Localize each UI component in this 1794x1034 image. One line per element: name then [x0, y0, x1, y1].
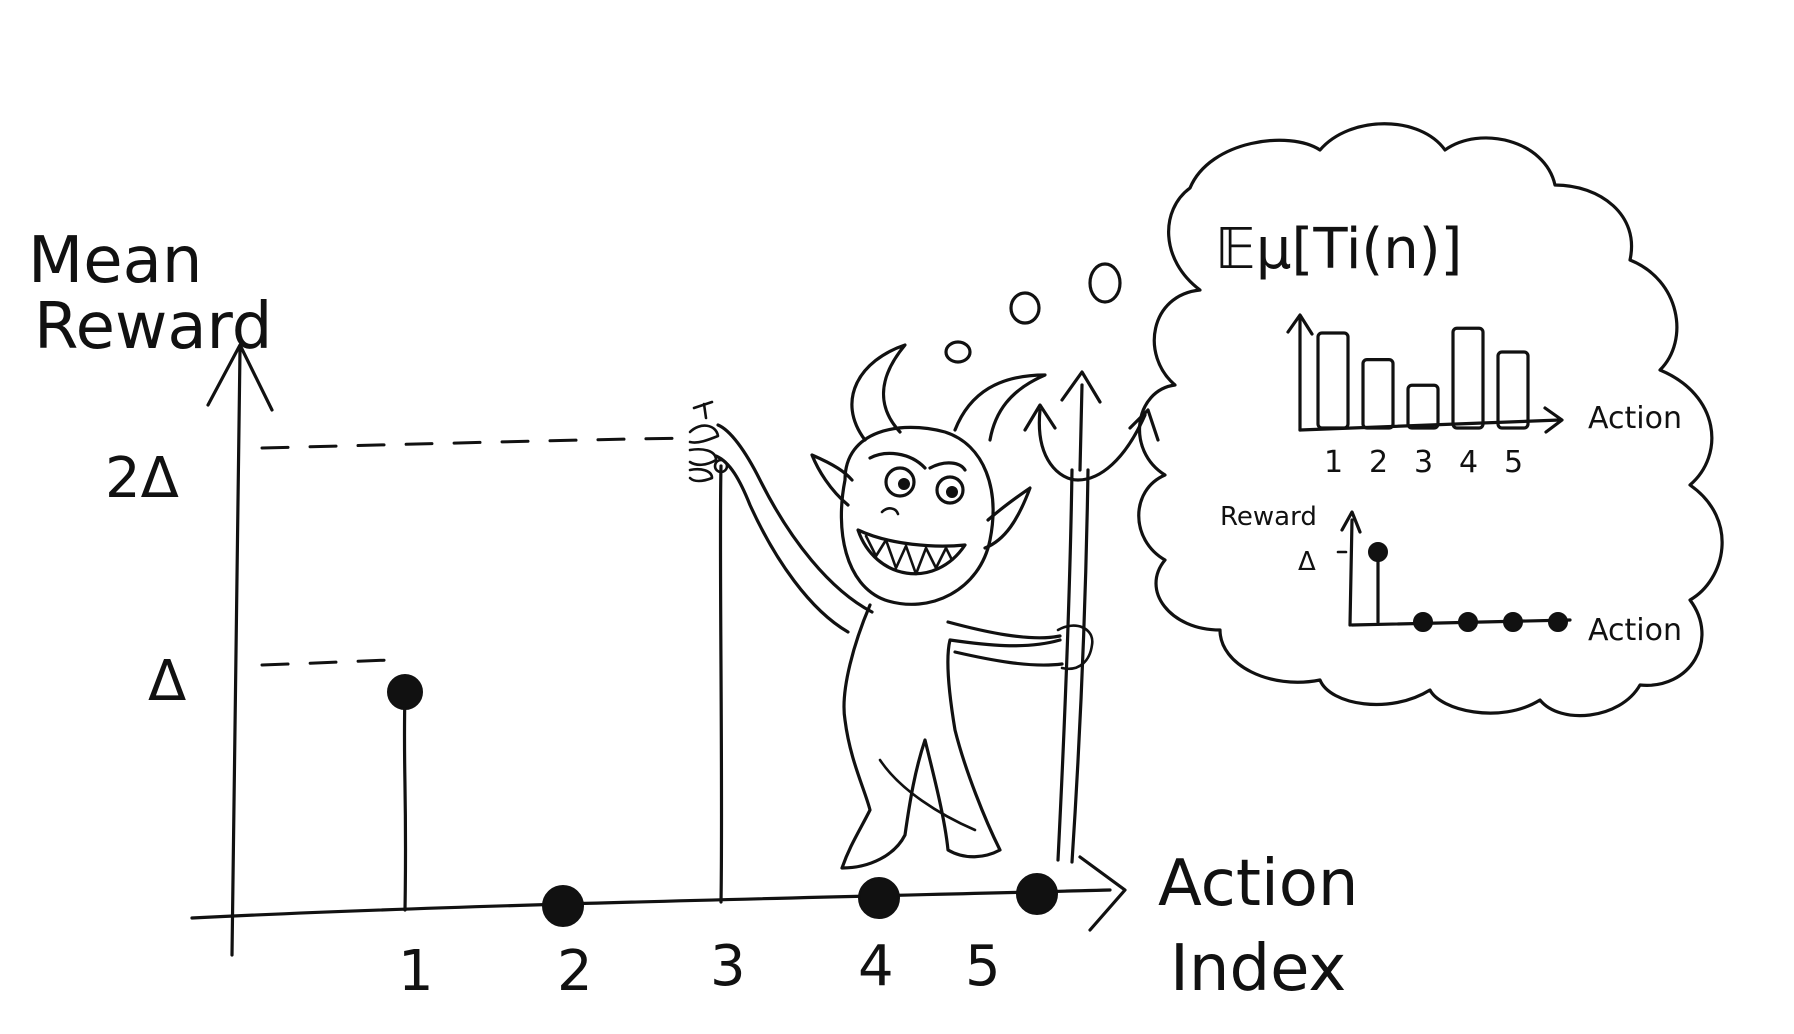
- expectation-label: 𝔼μ[Ti(n)]: [1215, 217, 1462, 282]
- x-axis-arrowhead: [1078, 855, 1127, 932]
- devil-right-arm: [946, 620, 1064, 667]
- y-axis-label-line1: Mean: [28, 224, 202, 298]
- devil-nose: [880, 507, 900, 516]
- devil-illustration: [688, 343, 1160, 870]
- x-tick-label-4: 4: [858, 934, 894, 999]
- mini-bar-chart: [1286, 313, 1564, 434]
- trident-center-tip: [1060, 370, 1102, 404]
- thought-dot-small: [944, 340, 972, 364]
- devil-right-brow: [928, 461, 967, 472]
- mini-reward-point-4: [1503, 612, 1523, 632]
- arm3-stem-cap: [692, 400, 714, 420]
- arm-3-stem: [718, 464, 724, 904]
- x-tick-label-1: 1: [398, 939, 434, 1004]
- mini-bar-y-arrowhead: [1286, 313, 1314, 336]
- mini-bar-x-tick-1: 1: [1324, 445, 1343, 480]
- mini-reward-chart: [1336, 510, 1572, 632]
- mini-reward-y-arrowhead: [1340, 510, 1362, 534]
- mini-reward-point-5: [1548, 612, 1568, 632]
- devil-right-horn: [953, 373, 1047, 442]
- mini-bar-5: [1496, 350, 1530, 430]
- thought-dot-large: [1088, 262, 1122, 304]
- mini-bar-1: [1316, 331, 1350, 430]
- devil-left-horn: [850, 343, 907, 442]
- main-plot-marks: [387, 458, 1058, 927]
- arm-2-point: [542, 885, 584, 927]
- x-axis-line: [190, 888, 1112, 920]
- devil-left-arm-inner: [714, 454, 850, 634]
- devil-right-eye: [935, 475, 965, 505]
- y-tick-label-delta: Δ: [148, 649, 186, 714]
- devil-left-eye: [884, 466, 916, 498]
- trident-shaft-2: [1070, 468, 1090, 864]
- devil-left-pupil: [898, 478, 910, 490]
- thought-cloud: [1137, 122, 1724, 718]
- mini-bars: [1316, 326, 1530, 430]
- mini-reward-x-label: Action: [1588, 613, 1682, 648]
- mini-bar-x-tick-5: 5: [1504, 445, 1523, 480]
- main-axes: [190, 343, 1127, 957]
- devil-right-pupil: [946, 486, 958, 498]
- arm-5-point: [1016, 873, 1058, 915]
- y-tick-label-2delta: 2Δ: [105, 446, 179, 511]
- mini-bar-2: [1361, 358, 1395, 430]
- mini-bar-x-arrowhead: [1543, 406, 1564, 434]
- trident-fork: [1037, 408, 1147, 482]
- x-axis-label-line2: Index: [1170, 932, 1346, 1006]
- devil-left-fist: [688, 424, 720, 483]
- y-axis-line: [230, 348, 242, 957]
- devil-leg-line: [878, 758, 977, 832]
- mini-bar-4: [1451, 326, 1485, 430]
- devil-left-brow: [868, 451, 927, 470]
- x-tick-label-5: 5: [965, 934, 1001, 999]
- devil-head: [839, 425, 995, 606]
- mini-bar-x-label: Action: [1588, 401, 1682, 436]
- arm-4-point: [858, 877, 900, 919]
- y-axis-arrowhead: [206, 343, 274, 412]
- mini-reward-y-tick-label: Δ: [1298, 547, 1316, 577]
- mini-bar-3: [1406, 383, 1440, 430]
- mini-reward-y-label: Reward: [1220, 502, 1317, 532]
- devil-teeth: [864, 534, 954, 576]
- trident-right-tip: [1128, 408, 1160, 442]
- x-tick-label-2: 2: [557, 939, 593, 1004]
- dashed-guide-delta: [260, 658, 392, 667]
- mini-reward-point-3: [1458, 612, 1478, 632]
- mini-reward-y-axis: [1348, 518, 1354, 627]
- x-axis-label-line1: Action: [1158, 847, 1358, 921]
- y-axis-label-line2: Reward: [34, 290, 272, 364]
- thought-trail: [944, 262, 1122, 364]
- mini-reward-point-2: [1413, 612, 1433, 632]
- trident-left-tip: [1023, 403, 1057, 432]
- devil-body: [840, 603, 1062, 870]
- devil-right-ear: [983, 486, 1032, 550]
- devil-left-arm: [716, 423, 874, 614]
- mini-bar-x-tick-4: 4: [1459, 445, 1478, 480]
- mini-bar-x-tick-2: 2: [1369, 445, 1388, 480]
- trident-shaft: [1056, 468, 1074, 862]
- trident-center-prong: [1078, 383, 1084, 472]
- mini-reward-point-1: [1368, 542, 1388, 562]
- mini-bar-x-tick-3: 3: [1414, 445, 1433, 480]
- mini-reward-marks: [1368, 542, 1568, 632]
- devil-grin: [856, 528, 967, 576]
- arm-1-point: [387, 674, 423, 710]
- dashed-guide-2delta: [260, 436, 694, 450]
- x-tick-label-3: 3: [710, 934, 746, 999]
- devil-left-ear: [810, 453, 854, 507]
- devil-right-fist: [1056, 624, 1094, 671]
- arm-1-stem: [402, 690, 408, 912]
- thought-dot-medium: [1009, 291, 1041, 325]
